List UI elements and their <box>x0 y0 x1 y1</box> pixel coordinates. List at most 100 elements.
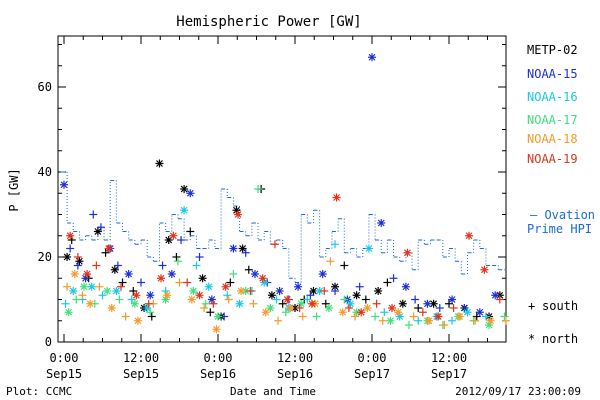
data-point-south <box>61 299 70 308</box>
x-tick-label-time: 0:00 <box>358 351 387 365</box>
data-point-north <box>267 291 276 300</box>
data-point-north <box>187 295 196 304</box>
data-point-north <box>189 287 198 295</box>
data-point-south <box>121 312 130 321</box>
data-point-north <box>212 325 221 334</box>
data-point-south <box>389 274 398 283</box>
data-point-south <box>241 248 250 257</box>
data-point-south <box>223 291 232 300</box>
data-point-south <box>73 261 82 270</box>
data-point-south <box>195 253 204 261</box>
data-point-north <box>286 304 295 312</box>
x-tick-label-date: Sep16 <box>200 367 236 381</box>
x-tick-label-date: Sep17 <box>354 367 390 381</box>
data-point-north <box>377 219 386 227</box>
data-point-north <box>80 282 89 291</box>
data-point-south <box>175 278 184 287</box>
data-point-south <box>96 223 105 232</box>
data-point-north <box>283 295 292 304</box>
data-point-south <box>278 299 287 308</box>
legend-item-noaa18: NOAA-18 <box>527 132 578 146</box>
data-point-north <box>475 308 484 317</box>
data-point-south <box>118 278 127 287</box>
x-tick-label-time: 12:00 <box>277 351 313 365</box>
data-point-south <box>186 227 195 236</box>
data-point-south <box>435 304 444 312</box>
x-axis: 0:00 Sep15 12:00 Sep15 0:00 Sep16 12:00 Sep16 0:… <box>46 36 488 381</box>
data-point-south <box>209 299 218 308</box>
x-tick-label-date: Sep15 <box>123 367 159 381</box>
data-point-north <box>195 291 204 300</box>
data-point-south <box>380 308 389 317</box>
x-tick-label-date: Sep15 <box>46 367 82 381</box>
y-axis: 0 20 40 60 <box>38 44 506 349</box>
y-tick-label: 0 <box>45 335 52 349</box>
data-point-south <box>158 261 167 270</box>
data-point-south <box>460 304 469 312</box>
data-point-north <box>315 287 324 295</box>
data-point-south <box>229 270 238 278</box>
data-point-south <box>340 295 349 304</box>
legend-south-marker: + <box>528 299 535 313</box>
y-tick-label: 60 <box>38 80 52 94</box>
data-point-south <box>272 295 281 304</box>
data-point-south <box>172 253 181 261</box>
data-point-south <box>200 304 209 312</box>
data-point-south <box>383 278 392 287</box>
data-point-south <box>146 308 155 317</box>
data-point-north <box>155 159 164 168</box>
data-point-north <box>93 227 102 236</box>
data-point-north <box>363 304 372 312</box>
legend-south-label: south <box>542 299 578 313</box>
data-point-north <box>214 312 222 321</box>
data-point-north <box>423 299 432 308</box>
data-point-north <box>403 248 412 257</box>
data-point-north <box>275 287 284 295</box>
data-point-north <box>250 270 259 278</box>
data-point-south <box>355 282 364 291</box>
data-point-north <box>455 312 464 321</box>
data-point-north <box>307 299 316 308</box>
data-point-south <box>361 295 370 304</box>
data-point-south <box>303 295 312 304</box>
data-point-north <box>112 287 121 295</box>
y-tick-label: 20 <box>38 250 52 264</box>
x-tick-label-time: 0:00 <box>50 351 79 365</box>
data-point-south <box>72 295 81 304</box>
data-point-north <box>207 295 216 304</box>
data-point-north <box>180 185 189 193</box>
data-point-north <box>198 274 207 283</box>
data-point-south <box>206 308 215 317</box>
data-point-north <box>60 180 68 189</box>
data-point-north <box>394 308 403 317</box>
data-point-south <box>201 299 210 308</box>
data-point-south <box>481 312 490 321</box>
data-point-south <box>137 278 145 287</box>
data-point-north <box>324 304 333 312</box>
data-point-south <box>449 304 458 312</box>
data-point-north <box>261 308 270 317</box>
data-point-south <box>372 299 381 308</box>
data-point-south <box>98 291 107 300</box>
data-point-south <box>127 295 136 304</box>
x-tick-label-time: 12:00 <box>431 351 467 365</box>
data-point-north <box>434 312 443 321</box>
data-point-south <box>371 312 380 321</box>
data-point-south <box>249 299 258 308</box>
data-point-south <box>411 295 420 304</box>
data-point-south <box>274 316 283 325</box>
data-point-north <box>352 291 361 300</box>
legend-item-noaa19: NOAA-19 <box>527 152 578 166</box>
y-axis-label: P [GW] <box>7 168 21 211</box>
data-point-north <box>167 270 176 278</box>
data-point-north <box>124 270 133 278</box>
data-point-north <box>107 304 116 312</box>
data-point-north <box>294 282 303 291</box>
data-point-north <box>146 291 155 300</box>
legend-item-noaa17: NOAA-17 <box>527 113 578 127</box>
data-point-south <box>89 210 98 219</box>
legend-north-label: north <box>542 332 578 346</box>
data-point-south <box>440 321 449 329</box>
data-point-north <box>386 316 395 325</box>
